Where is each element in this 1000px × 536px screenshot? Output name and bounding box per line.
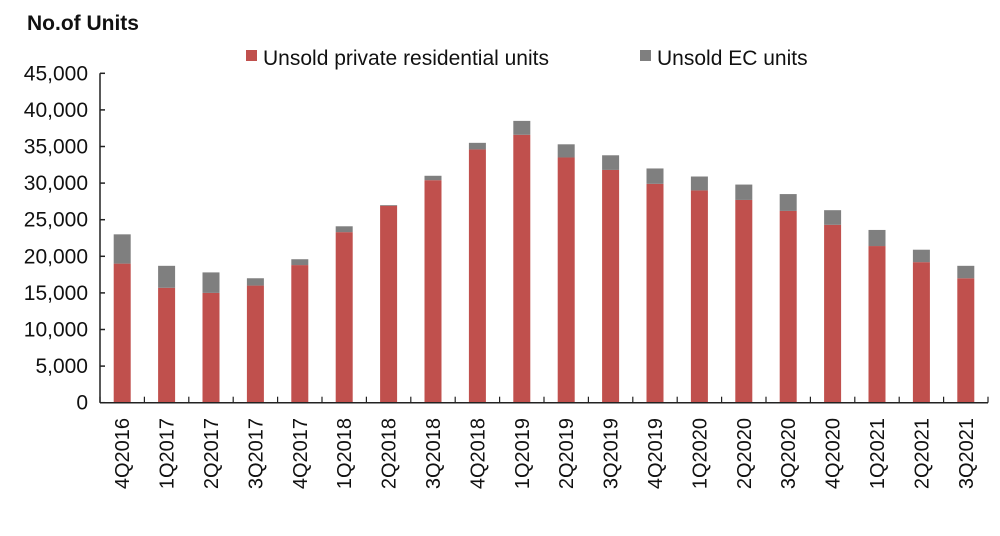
bar-ec xyxy=(824,210,842,225)
x-tick-label: 1Q2020 xyxy=(689,418,711,489)
bar-ec xyxy=(202,272,220,293)
bar-private-residential xyxy=(291,265,309,403)
x-tick-label: 4Q2020 xyxy=(823,418,845,489)
legend-swatch-ec xyxy=(640,50,651,61)
bar-private-residential xyxy=(735,199,753,403)
x-tick-label: 4Q2019 xyxy=(645,418,667,489)
bar-ec xyxy=(690,176,708,191)
bar-ec xyxy=(557,144,575,158)
bar-private-residential xyxy=(335,232,353,403)
x-tick-label: 4Q2018 xyxy=(467,418,489,489)
legend-label-ec: Unsold EC units xyxy=(657,47,808,70)
bar-private-residential xyxy=(380,205,398,403)
x-axis: 4Q2016 1Q2017 2Q2017 3Q2017 4Q2017 1Q2018 2Q20… xyxy=(99,396,989,489)
bar-ec xyxy=(646,168,664,184)
bar-private-residential xyxy=(957,278,975,403)
x-tick-label: 3Q2018 xyxy=(423,418,445,489)
bar-private-residential xyxy=(557,157,575,403)
bar-ec xyxy=(602,155,620,170)
y-axis-title: No.of Units xyxy=(27,12,139,35)
x-tick-label: 2Q2021 xyxy=(911,418,933,489)
y-axis: 0 5,000 10,000 15,000 20,000 25,000 30,000 35,0… xyxy=(24,62,105,415)
bar-private-residential xyxy=(424,180,442,403)
x-tick-label: 3Q2019 xyxy=(601,418,623,489)
x-tick-label: 3Q2017 xyxy=(245,418,267,489)
bars xyxy=(113,120,975,403)
x-tick-label: 1Q2018 xyxy=(334,418,356,489)
bar-private-residential xyxy=(912,262,930,403)
y-tick-label: 30,000 xyxy=(24,172,88,195)
bar-ec xyxy=(113,234,131,264)
bar-private-residential xyxy=(646,183,664,403)
bar-private-residential xyxy=(468,149,486,403)
x-tick-label: 4Q2017 xyxy=(290,418,312,489)
y-tick-label: 25,000 xyxy=(24,209,88,232)
bar-ec xyxy=(735,184,753,200)
legend: Unsold private residential units Unsold … xyxy=(246,47,808,70)
bar-ec xyxy=(424,175,442,181)
x-tick-label: 4Q2016 xyxy=(112,418,134,489)
bar-private-residential xyxy=(113,263,131,403)
bar-private-residential xyxy=(824,224,842,403)
y-tick-label: 15,000 xyxy=(24,282,88,305)
x-tick-label: 1Q2021 xyxy=(867,418,889,489)
bar-private-residential xyxy=(246,285,264,403)
bar-private-residential xyxy=(868,246,886,403)
bar-ec xyxy=(868,229,886,247)
bar-ec xyxy=(291,259,309,266)
y-tick-label: 45,000 xyxy=(24,62,88,85)
y-tick-label: 35,000 xyxy=(24,136,88,159)
y-tick-label: 5,000 xyxy=(35,355,88,378)
bar-ec xyxy=(380,205,398,206)
bar-ec xyxy=(158,265,176,288)
bar-private-residential xyxy=(602,169,620,403)
bar-private-residential xyxy=(779,210,797,403)
x-tick-label: 1Q2017 xyxy=(157,418,179,489)
x-tick-label: 2Q2020 xyxy=(734,418,756,489)
bar-ec xyxy=(513,120,531,135)
legend-swatch-private xyxy=(246,50,257,61)
y-tick-label: 20,000 xyxy=(24,245,88,268)
bar-private-residential xyxy=(158,287,176,403)
x-tick-label: 2Q2018 xyxy=(379,418,401,489)
x-tick-label: 2Q2019 xyxy=(556,418,578,489)
bar-ec xyxy=(246,278,264,286)
x-tick-label: 1Q2019 xyxy=(512,418,534,489)
bar-private-residential xyxy=(202,292,220,403)
bar-private-residential xyxy=(513,134,531,403)
y-tick-label: 40,000 xyxy=(24,99,88,122)
x-tick-label: 3Q2021 xyxy=(956,418,978,489)
bar-ec xyxy=(335,226,353,233)
x-tick-label: 3Q2020 xyxy=(778,418,800,489)
bar-ec xyxy=(779,194,797,211)
y-tick-label: 0 xyxy=(76,392,88,415)
bar-private-residential xyxy=(690,190,708,403)
bar-ec xyxy=(468,142,486,150)
legend-label-private: Unsold private residential units xyxy=(263,47,549,70)
y-tick-label: 10,000 xyxy=(24,319,88,342)
bar-ec xyxy=(912,249,930,263)
x-tick-label: 2Q2017 xyxy=(201,418,223,489)
bar-ec xyxy=(957,265,975,279)
